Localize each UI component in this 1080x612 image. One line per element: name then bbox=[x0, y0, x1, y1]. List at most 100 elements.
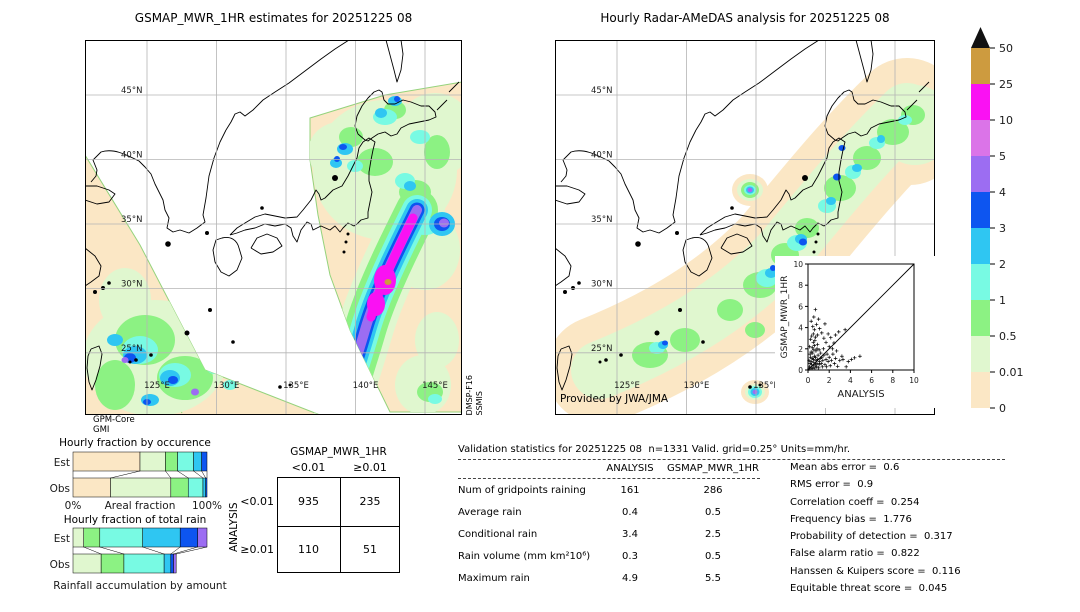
radar-amedas-map: 45°N 40°N 35°N 30°N 25°N 125°E 130°E 135°E bbox=[555, 40, 935, 415]
svg-text:6: 6 bbox=[869, 376, 874, 385]
stats-row: Conditional rain 3.4 2.5 bbox=[458, 529, 768, 584]
contingency-row-axis-label: ANALYSIS bbox=[228, 502, 240, 552]
svg-text:10: 10 bbox=[909, 376, 919, 385]
svg-text:6: 6 bbox=[798, 302, 803, 311]
svg-text:25°N: 25°N bbox=[121, 344, 142, 354]
total-rain-bars: Est Obs Rainfall accumulation by amount bbox=[50, 527, 227, 592]
metric-row: Mean abs error = 0.6 bbox=[790, 462, 900, 473]
stats-header: Validation statistics for 20251225 08 n=… bbox=[458, 444, 851, 455]
side-note-dmsp: DMSP-F16 bbox=[465, 374, 474, 415]
stats-row-analysis-value: 161 bbox=[620, 485, 640, 496]
svg-text:0.01: 0.01 bbox=[999, 366, 1024, 379]
stats-row-label: Conditional rain bbox=[458, 529, 538, 540]
contingency-row-label-lt: <0.01 bbox=[240, 495, 274, 508]
stats-row-analysis-value: 3.4 bbox=[622, 529, 638, 540]
contingency-col-label-ge: ≥0.01 bbox=[353, 461, 387, 474]
svg-text:10: 10 bbox=[999, 114, 1013, 127]
stats-row-gsmap-value: 0.5 bbox=[705, 507, 721, 518]
contingency-title: GSMAP_MWR_1HR bbox=[290, 446, 387, 458]
svg-text:145°E: 145°E bbox=[422, 381, 448, 391]
total-rain-chart-title: Hourly fraction of total rain bbox=[63, 514, 207, 526]
svg-text:50: 50 bbox=[999, 42, 1013, 55]
contingency-vline bbox=[340, 477, 341, 573]
svg-text:130°E: 130°E bbox=[684, 381, 710, 391]
stats-col-gsmap: GSMAP_MWR_1HR bbox=[667, 463, 759, 474]
contingency-row-label-ge: ≥0.01 bbox=[240, 543, 274, 556]
svg-text:10: 10 bbox=[793, 260, 803, 269]
stats-column-headers: ANALYSIS GSMAP_MWR_1HR bbox=[458, 463, 768, 477]
svg-text:140°E: 140°E bbox=[353, 381, 379, 391]
svg-text:3: 3 bbox=[999, 222, 1006, 235]
sensor-note-gmi: GMI bbox=[93, 425, 110, 435]
svg-text:4: 4 bbox=[848, 376, 853, 385]
svg-text:45°N: 45°N bbox=[591, 86, 612, 96]
contingency-table-box bbox=[277, 477, 400, 573]
svg-text:2: 2 bbox=[798, 345, 803, 354]
svg-text:Obs: Obs bbox=[50, 483, 70, 495]
scatter-inset-panel: 0 0 2 2 4 4 6 6 8 8 10 10 ANALYSIS GSMAP_MWR_1HR bbox=[775, 256, 937, 408]
occurrence-chart-title: Hourly fraction by occurence bbox=[59, 437, 211, 449]
metric-row: Equitable threat score = 0.045 bbox=[790, 583, 948, 595]
svg-text:45°N: 45°N bbox=[121, 86, 142, 96]
svg-text:25°N: 25°N bbox=[591, 344, 612, 354]
stats-row-label: Num of gridpoints raining bbox=[458, 485, 586, 496]
svg-text:GSMAP_MWR_1HR: GSMAP_MWR_1HR bbox=[780, 276, 790, 359]
contingency-hline bbox=[277, 526, 400, 527]
svg-text:40°N: 40°N bbox=[121, 151, 142, 161]
metric-row: Frequency bias = 1.776 bbox=[790, 513, 912, 525]
svg-text:100%: 100% bbox=[192, 500, 222, 512]
metric-row: RMS error = 0.9 bbox=[790, 479, 874, 491]
sensor-note: GPM-Core GMI bbox=[93, 415, 135, 435]
stats-row-label: Maximum rain bbox=[458, 573, 530, 584]
stats-row: Rain volume (mm km²10⁶) 0.3 0.5 bbox=[458, 551, 768, 606]
side-note-ssmis: SSMIS bbox=[475, 390, 484, 416]
stats-row-label: Average rain bbox=[458, 507, 522, 518]
svg-text:Areal fraction: Areal fraction bbox=[105, 500, 176, 512]
scatter-inset-plot: 00 2 2 4 4 6 6 8 8 10 10 ANALYSIS GSMAP_MWR_1HR bbox=[780, 260, 919, 400]
svg-text:125°E: 125°E bbox=[614, 381, 640, 391]
svg-text:135°E: 135°E bbox=[283, 381, 309, 391]
svg-text:0.5: 0.5 bbox=[999, 330, 1017, 343]
credit-note: Provided by JWA/JMA bbox=[560, 393, 669, 405]
metric-row: Hanssen & Kuipers score = 0.116 bbox=[790, 565, 961, 577]
occurrence-bars: Est Obs 0% 100% Areal fraction bbox=[50, 451, 222, 512]
svg-text:Est: Est bbox=[54, 457, 70, 469]
right-map-title: Hourly Radar-AMeDAS analysis for 2025122… bbox=[600, 11, 890, 25]
svg-text:125°E: 125°E bbox=[144, 381, 170, 391]
svg-text:ANALYSIS: ANALYSIS bbox=[837, 389, 884, 400]
sensor-note-gpm: GPM-Core bbox=[93, 415, 135, 425]
contingency-cell-11: 51 bbox=[363, 543, 377, 556]
svg-text:Rainfall accumulation by amoun: Rainfall accumulation by amount bbox=[53, 580, 226, 592]
stats-row-analysis-value: 0.3 bbox=[622, 551, 638, 562]
svg-text:25: 25 bbox=[999, 78, 1013, 91]
svg-text:4: 4 bbox=[798, 324, 803, 333]
svg-text:4: 4 bbox=[999, 186, 1006, 199]
svg-text:Obs: Obs bbox=[50, 559, 70, 571]
precip-colorbar: 50 25 10 5 4 3 2 1 0.5 0.01 0 bbox=[971, 27, 1024, 415]
contingency-cell-01: 235 bbox=[359, 495, 381, 508]
stats-row: Num of gridpoints raining 161 286 bbox=[458, 485, 768, 540]
svg-text:30°N: 30°N bbox=[591, 280, 612, 290]
svg-text:0: 0 bbox=[999, 402, 1006, 415]
svg-text:0%: 0% bbox=[65, 500, 82, 512]
svg-text:1: 1 bbox=[999, 294, 1006, 307]
stats-row-gsmap-value: 2.5 bbox=[705, 529, 721, 540]
stats-row-gsmap-value: 5.5 bbox=[705, 573, 721, 584]
metric-row: Correlation coeff = 0.254 bbox=[790, 496, 920, 508]
svg-text:35°N: 35°N bbox=[591, 215, 612, 225]
svg-text:35°N: 35°N bbox=[121, 215, 142, 225]
svg-text:8: 8 bbox=[798, 281, 803, 290]
stats-row: Maximum rain 4.9 5.5 bbox=[458, 573, 768, 612]
contingency-col-label-lt: <0.01 bbox=[291, 461, 326, 474]
stats-row-label: Rain volume (mm km²10⁶) bbox=[458, 551, 591, 562]
side-sensor-note: DMSP-F16 SSMIS bbox=[465, 368, 484, 415]
svg-text:5: 5 bbox=[999, 150, 1006, 163]
svg-text:135°E: 135°E bbox=[753, 381, 779, 391]
left-map-title: GSMAP_MWR_1HR estimates for 20251225 08 bbox=[134, 11, 413, 25]
svg-text:30°N: 30°N bbox=[121, 280, 142, 290]
metric-row: Probability of detection = 0.317 bbox=[790, 531, 953, 543]
svg-text:0: 0 bbox=[806, 376, 811, 385]
svg-text:40°N: 40°N bbox=[591, 151, 612, 161]
svg-text:2: 2 bbox=[827, 376, 832, 385]
